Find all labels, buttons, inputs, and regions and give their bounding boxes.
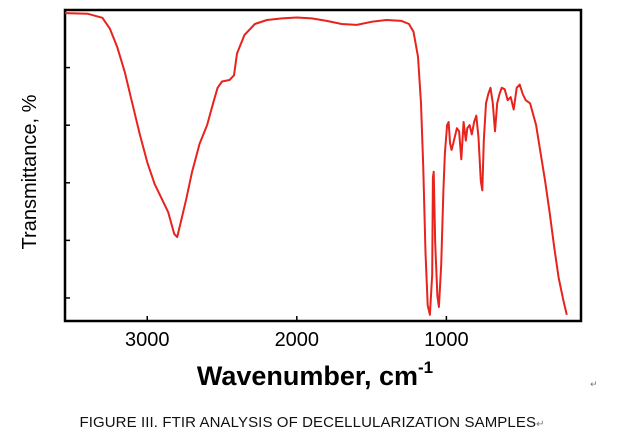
x-axis-label-text: Wavenumber, cm: [197, 361, 418, 391]
x-axis-ticks: 3000 2000 1000: [125, 316, 469, 351]
caption-text: FIGURE III. FTIR ANALYSIS OF DECELLULARI…: [79, 414, 537, 431]
series-line: [64, 12, 568, 316]
y-axis-label: Transmittance, %: [19, 94, 41, 249]
x-tick-label: 1000: [424, 329, 469, 351]
return-mark: ↵: [590, 380, 598, 390]
figure-caption: FIGURE III. FTIR ANALYSIS OF DECELLULARI…: [0, 414, 624, 431]
plot-frame: [63, 8, 583, 323]
x-tick-label: 3000: [125, 329, 170, 351]
caption-return-mark: ↵: [536, 419, 545, 430]
x-axis-label: Wavenumber, cm-1: [197, 358, 433, 391]
y-axis-ticks: [65, 66, 70, 299]
x-tick-label: 2000: [275, 329, 320, 351]
x-axis-label-superscript: -1: [418, 358, 433, 377]
